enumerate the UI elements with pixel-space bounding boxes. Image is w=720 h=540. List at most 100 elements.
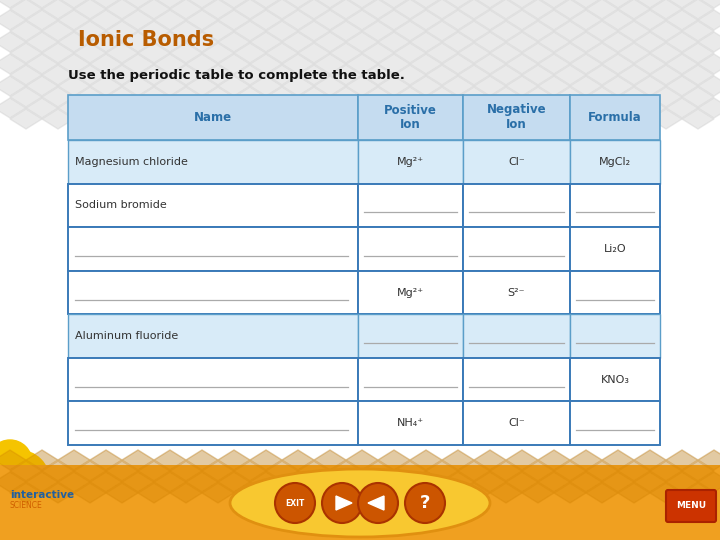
Polygon shape <box>490 461 522 481</box>
Polygon shape <box>218 450 250 470</box>
Polygon shape <box>618 87 650 107</box>
Polygon shape <box>218 450 250 470</box>
Bar <box>68 358 358 401</box>
Polygon shape <box>506 450 538 470</box>
Polygon shape <box>634 472 666 492</box>
Polygon shape <box>362 65 394 85</box>
Polygon shape <box>410 450 442 470</box>
Polygon shape <box>330 109 362 129</box>
Polygon shape <box>186 10 218 30</box>
Polygon shape <box>666 32 698 52</box>
Polygon shape <box>42 0 74 19</box>
Text: MgCl₂: MgCl₂ <box>599 157 631 167</box>
Polygon shape <box>650 65 682 85</box>
Polygon shape <box>586 0 618 19</box>
Polygon shape <box>538 472 570 492</box>
Polygon shape <box>490 0 522 19</box>
Polygon shape <box>362 461 394 481</box>
Polygon shape <box>90 32 122 52</box>
Polygon shape <box>506 54 538 74</box>
Polygon shape <box>698 98 720 118</box>
Polygon shape <box>394 461 426 481</box>
Text: Mg²⁺: Mg²⁺ <box>397 157 424 167</box>
Polygon shape <box>202 0 234 19</box>
Polygon shape <box>602 76 634 96</box>
Polygon shape <box>138 87 170 107</box>
Polygon shape <box>74 483 106 503</box>
Polygon shape <box>106 483 138 503</box>
Polygon shape <box>554 0 586 19</box>
Polygon shape <box>650 461 682 481</box>
Bar <box>463 95 570 140</box>
Polygon shape <box>90 54 122 74</box>
Polygon shape <box>602 450 634 470</box>
Polygon shape <box>250 472 282 492</box>
Polygon shape <box>234 483 266 503</box>
Polygon shape <box>698 32 720 52</box>
Polygon shape <box>186 450 218 470</box>
Polygon shape <box>186 32 218 52</box>
Polygon shape <box>202 461 234 481</box>
Polygon shape <box>58 450 90 470</box>
Polygon shape <box>154 450 186 470</box>
Polygon shape <box>26 98 58 118</box>
Polygon shape <box>490 483 522 503</box>
Polygon shape <box>346 54 378 74</box>
Bar <box>68 227 358 271</box>
Polygon shape <box>170 483 202 503</box>
Polygon shape <box>698 54 720 74</box>
Polygon shape <box>426 109 458 129</box>
Polygon shape <box>410 54 442 74</box>
Polygon shape <box>346 450 378 470</box>
Polygon shape <box>426 87 458 107</box>
Polygon shape <box>170 109 202 129</box>
Polygon shape <box>682 109 714 129</box>
Polygon shape <box>618 109 650 129</box>
Polygon shape <box>26 450 58 470</box>
Polygon shape <box>26 10 58 30</box>
Text: interactive: interactive <box>10 490 74 500</box>
Polygon shape <box>586 461 618 481</box>
Polygon shape <box>506 10 538 30</box>
Polygon shape <box>362 43 394 63</box>
Polygon shape <box>74 65 106 85</box>
Polygon shape <box>570 0 602 8</box>
Polygon shape <box>346 450 378 470</box>
Polygon shape <box>106 87 138 107</box>
Polygon shape <box>154 0 186 8</box>
Polygon shape <box>634 98 666 118</box>
Polygon shape <box>666 98 698 118</box>
Polygon shape <box>154 10 186 30</box>
Bar <box>463 184 570 227</box>
Bar <box>463 358 570 401</box>
Bar <box>68 314 358 358</box>
Polygon shape <box>186 450 218 470</box>
Polygon shape <box>682 0 714 19</box>
Polygon shape <box>10 109 42 129</box>
Polygon shape <box>250 10 282 30</box>
Polygon shape <box>506 76 538 96</box>
Polygon shape <box>154 54 186 74</box>
Polygon shape <box>282 472 314 492</box>
Polygon shape <box>506 32 538 52</box>
Polygon shape <box>458 483 490 503</box>
Polygon shape <box>0 98 26 118</box>
Polygon shape <box>170 461 202 481</box>
Polygon shape <box>90 472 122 492</box>
Circle shape <box>0 440 32 484</box>
Polygon shape <box>394 461 426 481</box>
Polygon shape <box>138 461 170 481</box>
Polygon shape <box>362 109 394 129</box>
Polygon shape <box>602 472 634 492</box>
Polygon shape <box>666 472 698 492</box>
Polygon shape <box>74 87 106 107</box>
Bar <box>68 184 358 227</box>
Polygon shape <box>298 43 330 63</box>
Polygon shape <box>442 76 474 96</box>
Polygon shape <box>458 0 490 19</box>
Polygon shape <box>298 87 330 107</box>
Polygon shape <box>602 32 634 52</box>
Polygon shape <box>58 98 90 118</box>
Polygon shape <box>458 43 490 63</box>
Polygon shape <box>330 483 362 503</box>
